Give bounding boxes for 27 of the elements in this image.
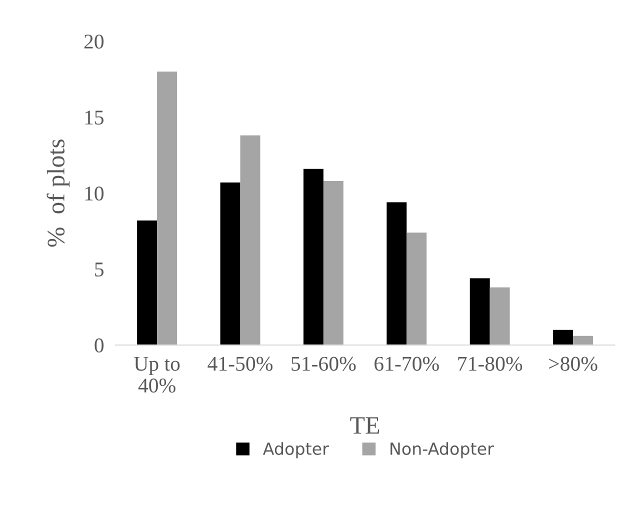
bar — [157, 72, 178, 346]
bar — [470, 278, 490, 346]
x-tick-label: 61-70% — [374, 356, 439, 371]
y-tick-label: 15 — [85, 110, 104, 125]
bar — [220, 182, 240, 346]
x-tick-label: >80% — [549, 356, 598, 371]
x-tick-label: 51-60% — [292, 356, 356, 371]
y-tick-label: 0 — [94, 338, 104, 352]
bar — [573, 336, 594, 346]
bar — [303, 168, 324, 346]
x-tick-label: 71-80% — [458, 356, 522, 371]
y-tick-label: 20 — [84, 34, 104, 49]
bar — [553, 330, 574, 346]
bar — [406, 232, 427, 346]
y-tick-label: 5 — [95, 262, 104, 277]
bar — [137, 220, 158, 346]
bar — [240, 135, 260, 346]
bar — [323, 180, 344, 346]
y-axis-title: % of plots — [46, 140, 70, 247]
x-tick-label: Up to 40% — [134, 356, 180, 393]
legend-label: Adopter — [262, 442, 329, 458]
x-tick-label: 41-50% — [208, 356, 273, 371]
y-tick-label: 10 — [85, 186, 104, 201]
bar — [386, 202, 407, 346]
bar — [490, 287, 510, 346]
legend-label: Non-Adopter — [390, 442, 494, 458]
x-axis-title: TE — [350, 417, 380, 434]
